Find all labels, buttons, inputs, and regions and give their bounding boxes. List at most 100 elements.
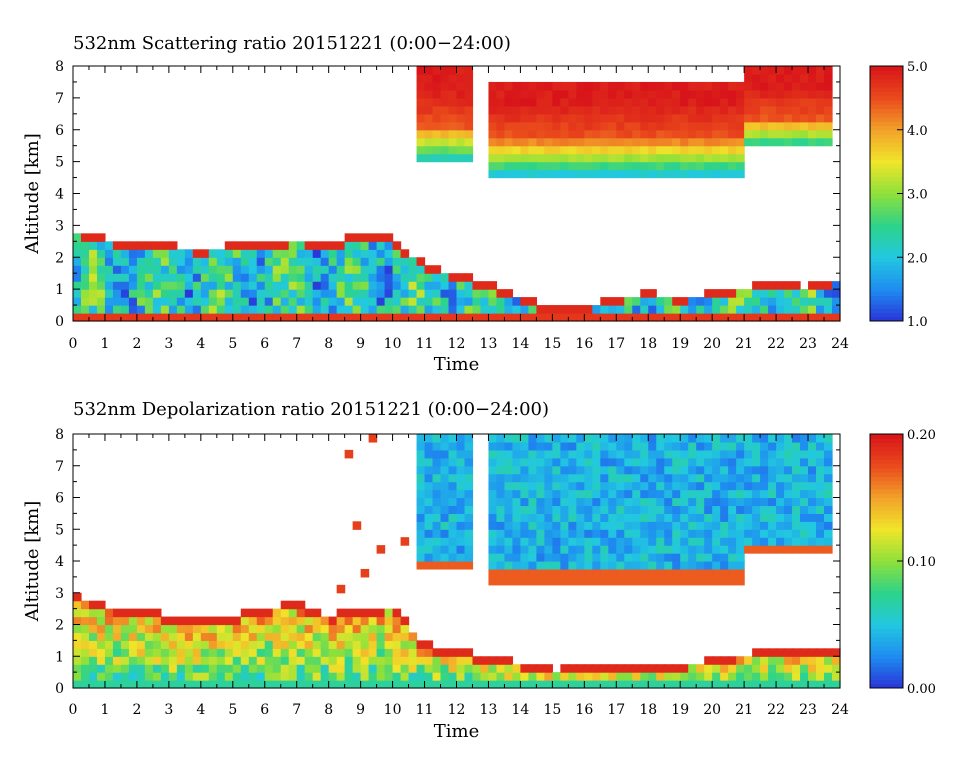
- heatmap-cell: [73, 273, 82, 282]
- heatmap-cell: [656, 161, 665, 171]
- heatmap-cell: [536, 672, 545, 681]
- heatmap-cell: [440, 537, 450, 546]
- heatmap-cell: [576, 521, 585, 530]
- heatmap-cell: [168, 241, 178, 250]
- heatmap-cell: [440, 305, 450, 314]
- heatmap-cell: [224, 624, 234, 634]
- heatmap-cell: [680, 521, 689, 530]
- heatmap-cell: [416, 489, 426, 499]
- heatmap-cell: [568, 545, 577, 554]
- heatmap-cell: [440, 66, 450, 75]
- heatmap-cell: [248, 297, 258, 306]
- heatmap-cell: [816, 529, 825, 538]
- heatmap-cell: [328, 249, 338, 258]
- heatmap-cell: [392, 265, 402, 274]
- heatmap-cell: [136, 672, 146, 681]
- heatmap-cell: [376, 265, 386, 274]
- heatmap-cell: [544, 153, 553, 163]
- heatmap-cell: [496, 313, 506, 322]
- heatmap-cell: [73, 648, 82, 657]
- heatmap-cell: [448, 273, 458, 282]
- heatmap-cell: [152, 273, 162, 282]
- heatmap-cell: [80, 632, 90, 641]
- heatmap-cell: [640, 576, 649, 586]
- heatmap-cell: [688, 465, 697, 475]
- heatmap-cell: [232, 680, 242, 689]
- heatmap-cell: [728, 489, 737, 499]
- heatmap-cell: [832, 648, 841, 657]
- heatmap-cell: [216, 624, 226, 634]
- heatmap-cell: [776, 489, 785, 499]
- heatmap-cell: [168, 289, 178, 298]
- heatmap-cell: [432, 434, 442, 443]
- heatmap-cell: [208, 281, 218, 290]
- heatmap-cell: [376, 680, 386, 689]
- heatmap-cell: [104, 624, 114, 634]
- heatmap-cell: [496, 441, 506, 451]
- heatmap-cell: [176, 249, 186, 258]
- colorbar-segment: [870, 83, 903, 88]
- heatmap-cell: [720, 137, 729, 147]
- heatmap-cell: [360, 640, 370, 649]
- heatmap-cell: [808, 449, 817, 459]
- heatmap-cell: [336, 249, 346, 258]
- heatmap-cell: [504, 656, 514, 665]
- heatmap-cell: [672, 153, 681, 163]
- heatmap-cell: [648, 137, 657, 147]
- heatmap-cell: [416, 97, 426, 107]
- heatmap-cell: [672, 161, 681, 171]
- heatmap-cell: [320, 265, 330, 274]
- x-tick-label: 14: [512, 336, 530, 352]
- heatmap-cell: [128, 608, 138, 618]
- heatmap-cell: [824, 672, 833, 681]
- heatmap-cell: [216, 305, 226, 314]
- y-tick-label: 0: [55, 314, 64, 330]
- heatmap-cell: [120, 305, 130, 314]
- x-tick-label: 9: [356, 702, 365, 718]
- heatmap-cell: [560, 568, 569, 578]
- heatmap-cell: [664, 497, 673, 507]
- heatmap-cell: [656, 434, 665, 443]
- heatmap-cell: [104, 656, 114, 665]
- heatmap-cell: [568, 465, 577, 475]
- heatmap-cell: [528, 664, 537, 673]
- heatmap-cell: [728, 89, 737, 99]
- heatmap-cell: [80, 680, 90, 689]
- heatmap-cell: [664, 481, 673, 491]
- heatmap-cell: [560, 105, 569, 115]
- heatmap-cell: [456, 648, 466, 657]
- heatmap-cell: [424, 449, 434, 459]
- heatmap-cell: [720, 434, 729, 443]
- heatmap-cell: [544, 113, 553, 123]
- heatmap-cell: [152, 249, 162, 258]
- heatmap-cell: [688, 481, 697, 491]
- heatmap-cell: [448, 105, 458, 115]
- heatmap-cell: [376, 257, 386, 266]
- heatmap-cell: [528, 305, 537, 314]
- colorbar-segment: [870, 649, 903, 655]
- heatmap-cell: [576, 568, 585, 578]
- heatmap-cell: [704, 313, 713, 322]
- heatmap-cell: [704, 441, 713, 451]
- heatmap-cell: [544, 89, 553, 99]
- heatmap-cell: [720, 465, 729, 475]
- heatmap-cell: [416, 457, 426, 467]
- heatmap-cell: [496, 169, 506, 179]
- heatmap-cell: [640, 153, 649, 163]
- heatmap-cell: [704, 680, 713, 689]
- heatmap-cell: [408, 664, 418, 673]
- heatmap-cell: [512, 672, 522, 681]
- heatmap-cell: [720, 161, 729, 171]
- heatmap-cell: [656, 537, 665, 546]
- heatmap-cell: [568, 457, 577, 467]
- heatmap-cell: [616, 441, 625, 451]
- colorbar-segment: [870, 91, 903, 97]
- heatmap-cell: [120, 608, 130, 618]
- heatmap-cell: [496, 305, 506, 314]
- heatmap-cell: [104, 241, 114, 250]
- heatmap-cell: [576, 457, 585, 467]
- heatmap-cell: [368, 608, 378, 618]
- heatmap-cell: [224, 297, 234, 306]
- heatmap-cell: [304, 632, 314, 641]
- heatmap-cell: [488, 656, 498, 665]
